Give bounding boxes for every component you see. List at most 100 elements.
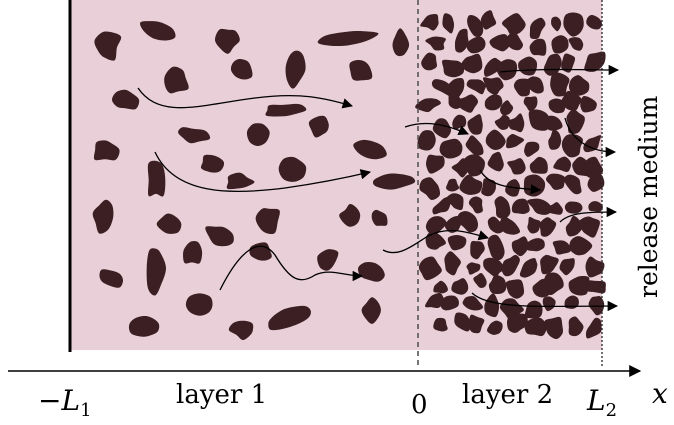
particle	[505, 279, 525, 299]
particle	[548, 98, 566, 114]
diffusion-arrow	[382, 229, 489, 254]
particle	[564, 201, 583, 214]
particle	[501, 13, 526, 36]
particle	[228, 320, 254, 341]
particle	[568, 37, 584, 51]
particle	[569, 236, 593, 256]
particle	[246, 123, 270, 146]
particle	[349, 59, 373, 81]
particle	[442, 59, 465, 78]
particle	[214, 28, 240, 54]
particle	[583, 156, 604, 179]
particle	[425, 216, 447, 236]
particle	[587, 173, 605, 192]
particle	[442, 13, 455, 34]
particle	[568, 316, 584, 337]
origin-label: 0	[411, 390, 428, 420]
particle	[529, 156, 548, 174]
diffusion-arrow	[559, 206, 618, 223]
particle	[482, 77, 504, 96]
particle	[550, 72, 570, 97]
particle	[432, 196, 452, 215]
particle	[524, 317, 547, 337]
particle	[540, 254, 559, 275]
particle	[447, 234, 467, 251]
axis-variable-label: x	[652, 377, 668, 410]
particle	[468, 196, 483, 214]
particle	[183, 241, 203, 264]
particle	[543, 115, 563, 131]
particle	[507, 158, 526, 175]
particle	[580, 96, 597, 113]
particle	[147, 160, 166, 197]
particle	[421, 52, 438, 71]
particle	[371, 209, 388, 226]
particle	[185, 293, 213, 316]
particle	[585, 317, 602, 339]
particle	[494, 196, 511, 220]
particle	[527, 198, 553, 215]
particle	[489, 34, 511, 52]
particle	[205, 226, 234, 247]
particle	[446, 193, 464, 211]
particle	[494, 114, 510, 130]
particle	[585, 256, 605, 278]
particle	[586, 14, 602, 30]
particle	[542, 272, 564, 296]
particle	[317, 249, 339, 271]
particle	[361, 297, 381, 324]
particle	[551, 35, 569, 54]
particle	[226, 172, 255, 190]
particle	[565, 215, 583, 237]
particle	[553, 156, 572, 173]
particle	[529, 17, 546, 40]
particle	[470, 240, 485, 260]
right-boundary-label: L2	[586, 384, 617, 421]
diffusion-arrow	[471, 292, 619, 312]
diffusion-arrow	[219, 245, 364, 291]
diffusion-arrow	[404, 122, 469, 136]
particle	[511, 236, 529, 257]
particle	[415, 98, 441, 113]
particle	[507, 312, 528, 333]
particle	[486, 320, 503, 335]
particle	[425, 292, 445, 309]
particle	[524, 300, 543, 319]
particle	[418, 256, 442, 281]
particle	[200, 154, 225, 173]
layer1-label: layer 1	[176, 380, 267, 410]
particle	[466, 262, 481, 275]
particle	[484, 293, 500, 318]
particle	[561, 53, 576, 73]
particle	[353, 139, 387, 160]
particle	[563, 174, 582, 195]
diffusion-arrow	[154, 151, 372, 193]
particle	[559, 258, 575, 276]
particle	[568, 75, 590, 96]
particle	[488, 274, 507, 295]
particle	[278, 156, 307, 182]
particle	[499, 216, 521, 235]
layer1-particles	[92, 21, 416, 341]
particle	[487, 234, 505, 260]
particle	[539, 217, 557, 237]
particle	[563, 12, 584, 37]
particle	[128, 316, 160, 337]
particle	[552, 240, 571, 255]
particle	[454, 312, 472, 332]
particle	[485, 129, 506, 150]
particle	[584, 51, 606, 72]
particle	[529, 38, 547, 56]
particle	[527, 216, 541, 234]
particle	[255, 208, 280, 235]
particle	[544, 316, 564, 340]
diffusion-arrow	[564, 117, 617, 158]
particle	[465, 135, 484, 156]
particle	[433, 280, 448, 294]
particle	[473, 273, 487, 288]
left-boundary-label: −L1	[38, 384, 92, 421]
particle	[93, 140, 120, 161]
particle	[308, 115, 329, 138]
particle	[146, 248, 167, 296]
